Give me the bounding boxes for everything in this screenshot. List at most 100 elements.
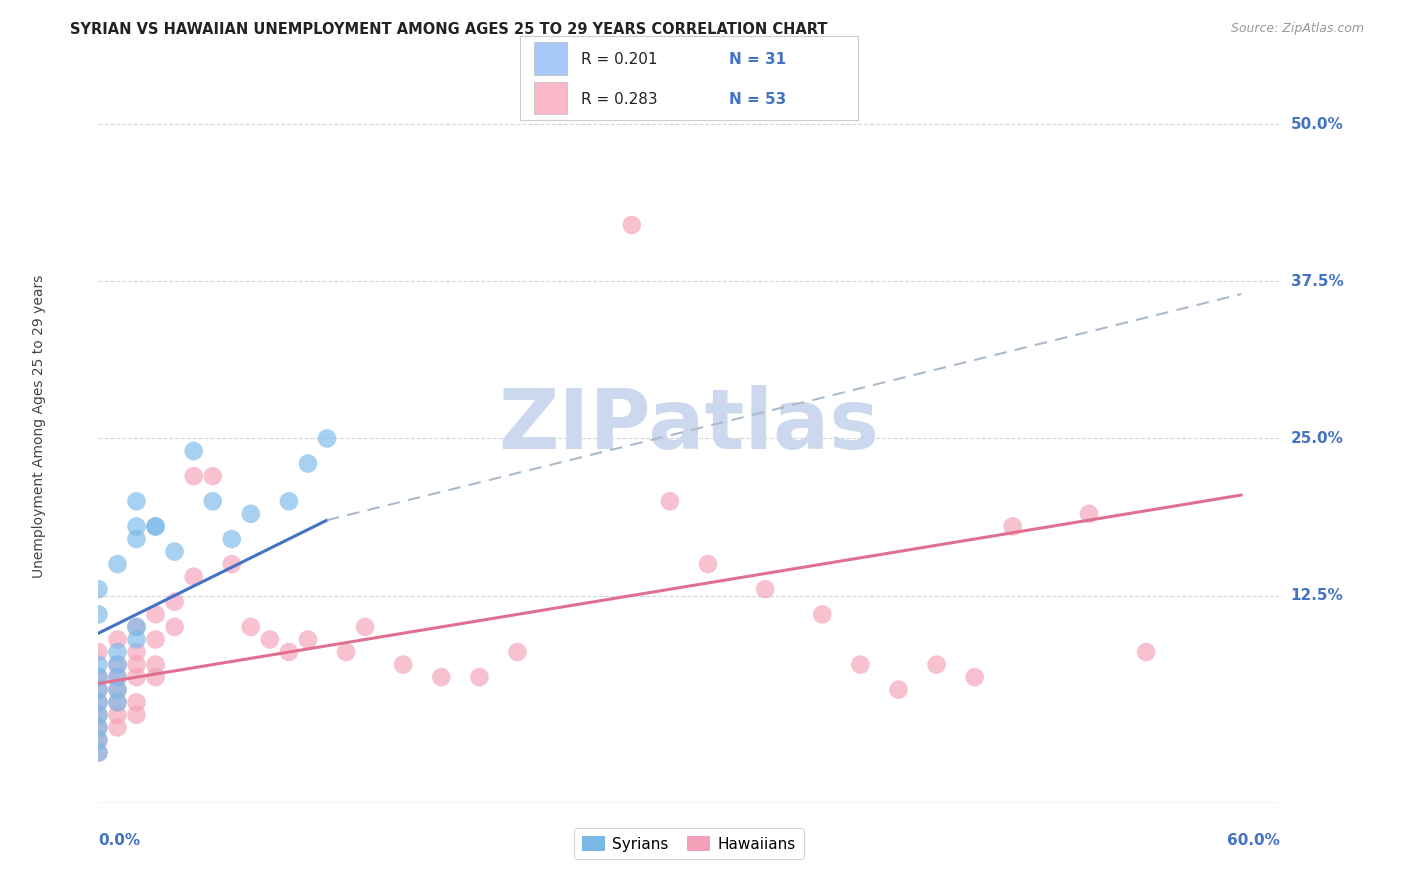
Point <box>87 707 110 722</box>
Point <box>297 457 319 471</box>
Text: 0.0%: 0.0% <box>98 833 141 848</box>
Point <box>201 494 224 508</box>
Point <box>87 707 110 722</box>
Point <box>468 670 491 684</box>
Text: 12.5%: 12.5% <box>1291 588 1343 603</box>
Text: 25.0%: 25.0% <box>1291 431 1344 446</box>
Point <box>107 557 129 571</box>
Point <box>354 620 377 634</box>
Point <box>107 670 129 684</box>
Point <box>697 557 720 571</box>
Point <box>87 746 110 760</box>
Point <box>87 682 110 697</box>
Point <box>87 607 110 622</box>
Point <box>145 657 167 672</box>
Point <box>107 657 129 672</box>
Point <box>430 670 453 684</box>
Point <box>125 519 148 533</box>
Point <box>277 645 299 659</box>
Point <box>963 670 986 684</box>
Point <box>1001 519 1024 533</box>
Point <box>297 632 319 647</box>
Point <box>849 657 872 672</box>
Point <box>125 657 148 672</box>
Point <box>125 620 148 634</box>
Point <box>183 469 205 483</box>
Point <box>811 607 834 622</box>
Point <box>107 670 129 684</box>
Point <box>392 657 415 672</box>
Point <box>87 695 110 709</box>
Point <box>87 721 110 735</box>
Point <box>335 645 357 659</box>
Point <box>87 721 110 735</box>
Point <box>125 695 148 709</box>
Text: 60.0%: 60.0% <box>1226 833 1279 848</box>
Point <box>239 620 262 634</box>
Point <box>87 582 110 597</box>
Point <box>163 595 186 609</box>
FancyBboxPatch shape <box>534 82 568 114</box>
Text: R = 0.201: R = 0.201 <box>581 52 658 67</box>
Point <box>145 519 167 533</box>
Text: Unemployment Among Ages 25 to 29 years: Unemployment Among Ages 25 to 29 years <box>32 274 46 578</box>
Point <box>259 632 281 647</box>
Point <box>221 532 243 546</box>
Point <box>201 469 224 483</box>
Point <box>107 707 129 722</box>
Point <box>87 670 110 684</box>
Text: N = 31: N = 31 <box>730 52 786 67</box>
Point <box>87 682 110 697</box>
Point <box>87 733 110 747</box>
Point <box>163 544 186 558</box>
Point <box>145 670 167 684</box>
Point <box>183 444 205 458</box>
Point <box>277 494 299 508</box>
Point <box>87 695 110 709</box>
Point <box>754 582 776 597</box>
Point <box>107 682 129 697</box>
Point <box>125 620 148 634</box>
Text: 37.5%: 37.5% <box>1291 274 1343 289</box>
Point <box>107 657 129 672</box>
Text: R = 0.283: R = 0.283 <box>581 92 658 107</box>
Point <box>107 645 129 659</box>
Point <box>145 519 167 533</box>
Point <box>145 607 167 622</box>
Point <box>125 670 148 684</box>
Point <box>107 695 129 709</box>
Point <box>125 494 148 508</box>
Point <box>620 218 643 232</box>
Point <box>87 733 110 747</box>
Point <box>316 432 339 446</box>
Text: Source: ZipAtlas.com: Source: ZipAtlas.com <box>1230 22 1364 36</box>
Point <box>87 746 110 760</box>
Text: 50.0%: 50.0% <box>1291 117 1343 132</box>
Point <box>125 632 148 647</box>
Point <box>1078 507 1101 521</box>
Point <box>107 682 129 697</box>
Point <box>887 682 910 697</box>
Point <box>658 494 681 508</box>
Point <box>107 695 129 709</box>
Point <box>125 645 148 659</box>
Text: ZIPatlas: ZIPatlas <box>499 385 879 467</box>
Text: SYRIAN VS HAWAIIAN UNEMPLOYMENT AMONG AGES 25 TO 29 YEARS CORRELATION CHART: SYRIAN VS HAWAIIAN UNEMPLOYMENT AMONG AG… <box>70 22 828 37</box>
Point <box>125 707 148 722</box>
Point <box>239 507 262 521</box>
FancyBboxPatch shape <box>534 43 568 75</box>
Point <box>925 657 948 672</box>
Point <box>87 645 110 659</box>
Point <box>221 557 243 571</box>
Legend: Syrians, Hawaiians: Syrians, Hawaiians <box>574 828 804 859</box>
Point <box>1135 645 1157 659</box>
Point <box>107 632 129 647</box>
Point <box>125 532 148 546</box>
Point <box>145 632 167 647</box>
Point <box>87 670 110 684</box>
Point <box>183 570 205 584</box>
Point <box>163 620 186 634</box>
Point <box>107 721 129 735</box>
Point <box>87 657 110 672</box>
Text: N = 53: N = 53 <box>730 92 787 107</box>
